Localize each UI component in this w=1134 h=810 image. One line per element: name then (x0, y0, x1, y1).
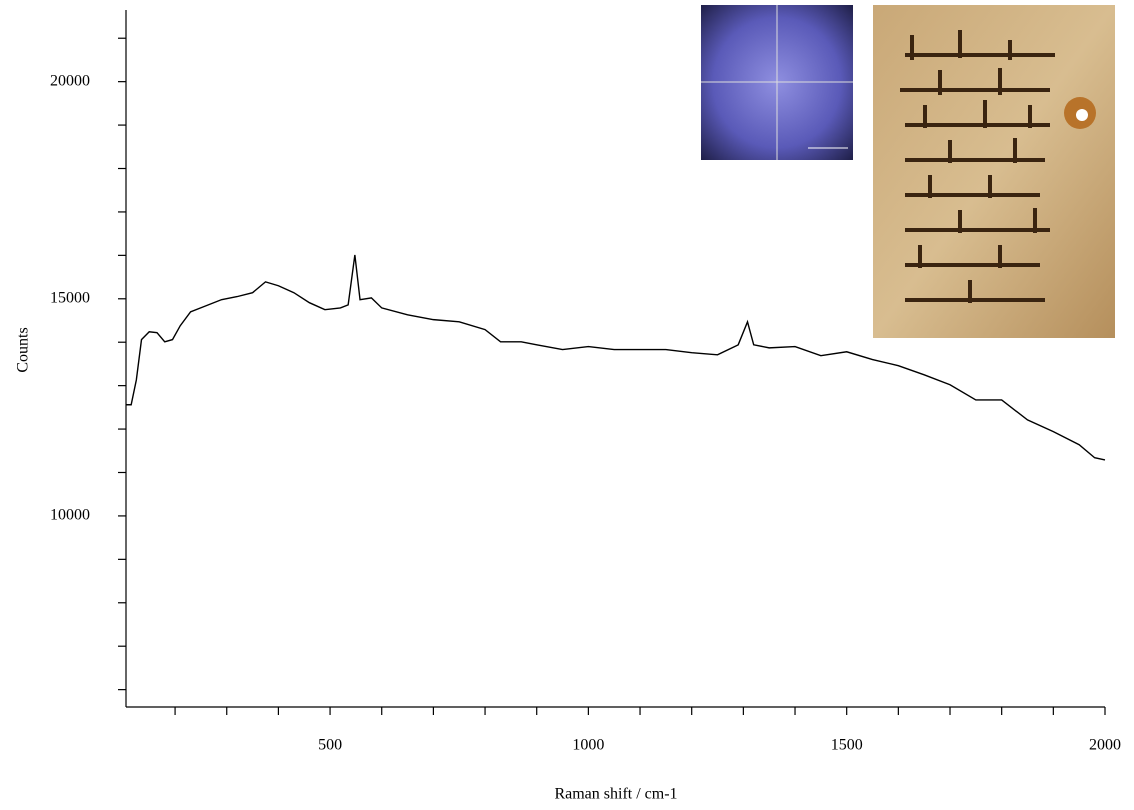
manuscript-inset (873, 5, 1115, 338)
x-tick-label: 1000 (572, 737, 604, 754)
microscope-inset (701, 5, 853, 160)
y-tick-label: 10000 (50, 507, 90, 524)
x-axis-label: Raman shift / cm-1 (554, 786, 677, 803)
y-tick-label: 15000 (50, 289, 90, 306)
x-tick-label: 2000 (1089, 737, 1121, 754)
x-tick-label: 500 (318, 737, 342, 754)
spectrum-line (126, 254, 1106, 461)
y-tick-label: 20000 (50, 72, 90, 89)
y-axis-label: Counts (15, 327, 32, 372)
x-tick-label: 1500 (831, 737, 863, 754)
